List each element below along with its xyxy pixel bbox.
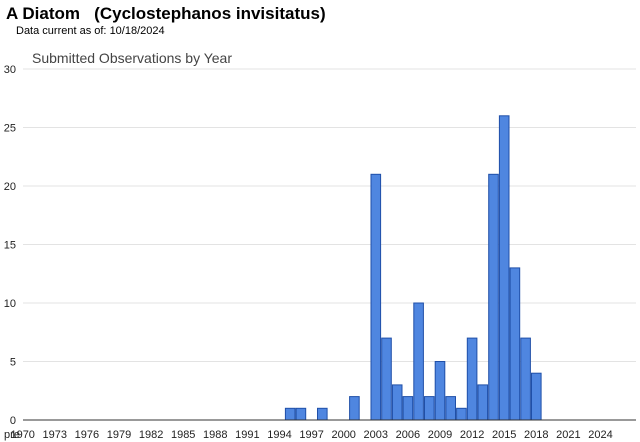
species-common-name: A Diatom — [6, 4, 80, 23]
x-tick-label: 2006 — [396, 429, 420, 441]
x-tick-label: 2009 — [428, 429, 452, 441]
data-current-note: Data current as of: 10/18/2024 — [16, 25, 165, 37]
y-axis-ticks: 0 5 10 15 20 25 30 — [4, 64, 16, 427]
y-tick-label: 10 — [4, 298, 16, 310]
x-tick-label: pre — [4, 429, 20, 441]
x-tick-label: 1970 — [10, 429, 34, 441]
y-tick-label: 15 — [4, 240, 16, 252]
y-tick-label: 5 — [10, 357, 16, 369]
x-tick-label: 1982 — [139, 429, 163, 441]
bar-2010 — [445, 396, 456, 421]
bar-2005 — [391, 384, 403, 421]
x-tick-label: 2000 — [331, 429, 355, 441]
bar-2007 — [413, 302, 424, 421]
bar-2006 — [402, 396, 414, 421]
bar-2015 — [498, 115, 510, 421]
x-tick-label: 1988 — [203, 429, 227, 441]
x-tick-label: 1979 — [107, 429, 131, 441]
x-tick-label: 1985 — [171, 429, 195, 441]
bar-2009 — [434, 361, 446, 421]
bar-2013 — [477, 384, 489, 421]
x-tick-label: 2003 — [364, 429, 388, 441]
x-tick-label: 1991 — [235, 429, 259, 441]
bar-2017 — [520, 337, 531, 421]
x-tick-label: 2012 — [460, 429, 484, 441]
bar-2003 — [370, 173, 382, 421]
y-tick-label: 0 — [10, 415, 16, 427]
bar-1995 — [284, 407, 296, 421]
chart-gridlines — [23, 68, 636, 362]
data-current-label: Data current as of: — [16, 25, 107, 37]
y-tick-label: 30 — [4, 64, 16, 76]
page-title: A Diatom (Cyclostephanos invisitatus) — [6, 4, 326, 24]
data-current-date: 10/18/2024 — [109, 25, 165, 37]
bar-2011 — [456, 407, 467, 421]
bar-2018 — [531, 372, 542, 421]
bar-2016 — [509, 267, 521, 421]
bar-1998 — [317, 407, 328, 421]
x-tick-label: 1973 — [43, 429, 67, 441]
species-scientific-name: (Cyclostephanos invisitatus) — [94, 4, 326, 23]
bar-2008 — [424, 396, 435, 421]
x-tick-label: 2015 — [492, 429, 516, 441]
bar-2012 — [466, 337, 478, 421]
y-tick-label: 25 — [4, 123, 16, 135]
bar-2004 — [381, 337, 392, 421]
x-tick-label: 1997 — [299, 429, 323, 441]
bar-2014 — [488, 173, 499, 421]
bar-2001 — [349, 396, 360, 421]
bar-1996 — [295, 407, 307, 421]
x-tick-label: 1994 — [267, 429, 291, 441]
x-tick-label: 2021 — [556, 429, 580, 441]
y-tick-label: 20 — [4, 181, 16, 193]
x-tick-label: 2024 — [588, 429, 612, 441]
x-tick-label: 1976 — [75, 429, 99, 441]
chart-title: Submitted Observations by Year — [32, 50, 232, 66]
x-tick-label: 2018 — [524, 429, 548, 441]
chart-bars — [284, 115, 542, 421]
